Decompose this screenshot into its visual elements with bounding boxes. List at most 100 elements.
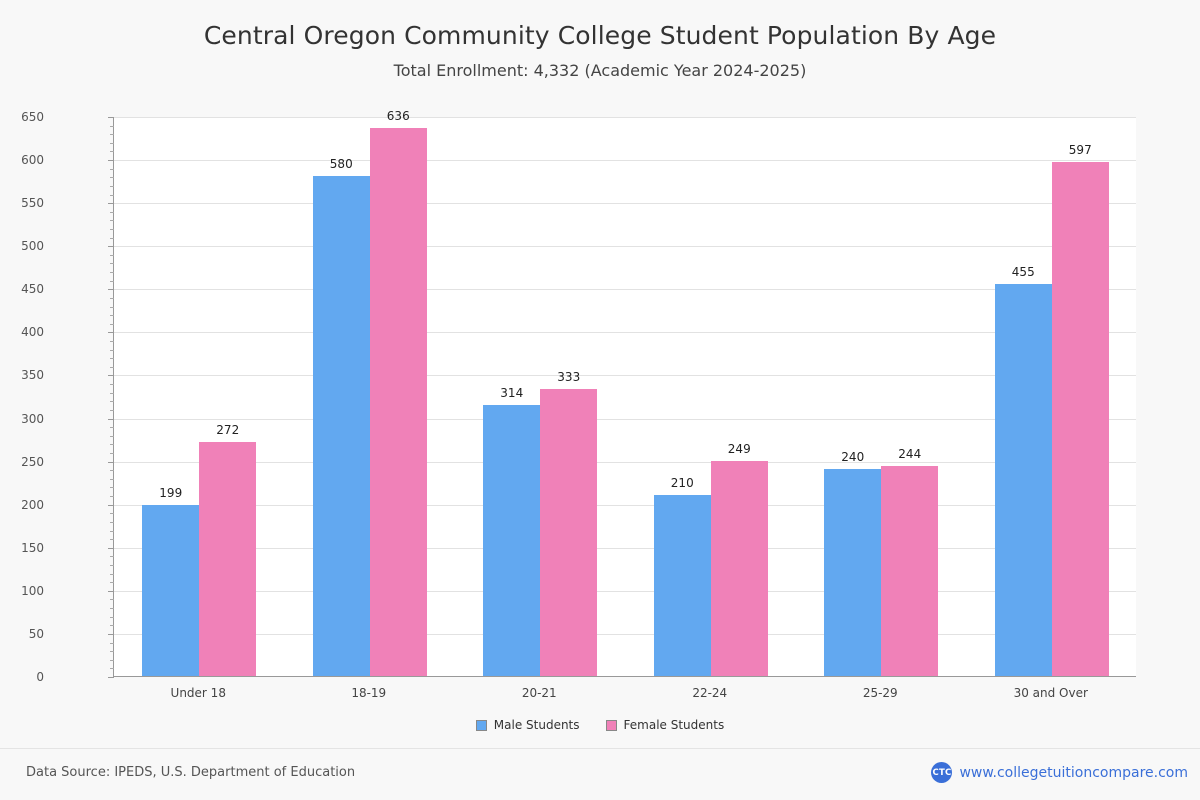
y-axis-minor-tick	[110, 323, 114, 325]
bar-female[interactable]: 597	[1051, 143, 1109, 676]
bar-value-label: 210	[670, 476, 694, 491]
x-axis-tick-label: 18-19	[351, 686, 387, 700]
bar-value-label: 333	[557, 370, 581, 385]
y-axis-minor-tick	[110, 254, 114, 256]
legend-label: Male Students	[493, 718, 580, 732]
y-axis-tick-mark	[108, 203, 114, 205]
y-axis-minor-tick	[110, 435, 114, 437]
data-source-text: Data Source: IPEDS, U.S. Department of E…	[26, 765, 356, 780]
legend-item-male[interactable]: Male Students	[475, 718, 580, 732]
gridline	[114, 246, 1136, 248]
bar-male[interactable]: 210	[653, 476, 711, 676]
bar-value-label: 580	[329, 157, 353, 172]
y-axis-minor-tick	[110, 306, 114, 308]
gridline	[114, 590, 1136, 592]
y-axis-tick-mark	[108, 547, 114, 549]
y-axis-minor-tick	[110, 513, 114, 515]
y-axis-minor-tick	[110, 599, 114, 601]
bars-layer: 199 272 580 636 314 333 210 249 240 244 455 597	[114, 109, 1136, 676]
bar-male[interactable]: 455	[994, 265, 1052, 676]
y-axis-minor-tick	[110, 530, 114, 532]
y-axis-minor-tick	[110, 659, 114, 661]
y-axis-tick-mark	[108, 246, 114, 248]
bar-female[interactable]: 333	[540, 370, 598, 676]
bar-value-label: 240	[841, 450, 865, 465]
y-axis-tick-label: 350	[21, 368, 44, 383]
bar-male[interactable]: 580	[312, 157, 370, 676]
y-axis-minor-tick	[110, 582, 114, 584]
y-axis-minor-tick	[110, 573, 114, 575]
y-axis-minor-tick	[110, 349, 114, 351]
bar-male[interactable]: 199	[142, 486, 200, 676]
y-axis-tick-mark	[108, 633, 114, 635]
y-axis-tick-label: 50	[28, 626, 44, 641]
bar-female[interactable]: 249	[710, 442, 768, 676]
gridline	[114, 375, 1136, 377]
legend-item-female[interactable]: Female Students	[605, 718, 725, 732]
y-axis-minor-tick	[110, 280, 114, 282]
y-axis-minor-tick	[110, 384, 114, 386]
plot-area: 0 50 100 150 200 250 300 350 400 450 500 550 600 650 …	[21, 109, 1136, 684]
y-axis-minor-tick	[110, 539, 114, 541]
y-axis-minor-tick	[110, 556, 114, 558]
bar-value-label: 244	[898, 446, 922, 461]
y-axis-tick-mark	[108, 332, 114, 334]
legend-label: Female Students	[623, 718, 725, 732]
y-axis-tick-mark	[108, 117, 114, 118]
y-axis-minor-tick	[110, 401, 114, 403]
chart-header: Central Oregon Community College Student…	[0, 0, 1200, 79]
y-axis-tick-label: 500	[21, 239, 44, 254]
y-axis-tick-mark	[108, 375, 114, 377]
y-axis-minor-tick	[110, 151, 114, 153]
y-axis-minor-tick	[110, 444, 114, 446]
y-axis-tick-label: 450	[21, 282, 44, 297]
bar-value-label: 272	[216, 422, 240, 437]
y-axis-tick-label: 550	[21, 196, 44, 211]
gridline	[114, 461, 1136, 463]
y-axis-minor-tick	[110, 177, 114, 179]
y-axis-minor-tick	[110, 616, 114, 618]
gridline	[114, 547, 1136, 549]
y-axis-minor-tick	[110, 315, 114, 317]
y-axis-minor-tick	[110, 478, 114, 480]
y-axis-minor-tick	[110, 409, 114, 411]
bar-value-label: 199	[159, 485, 183, 500]
gridline	[114, 203, 1136, 205]
y-axis-tick-mark	[108, 590, 114, 592]
y-axis-minor-tick	[110, 642, 114, 644]
y-axis-tick-mark	[108, 504, 114, 506]
footer-divider	[0, 748, 1200, 749]
x-axis-tick-label: 20-21	[521, 686, 557, 700]
x-axis-tick-label: 25-29	[862, 686, 898, 700]
gridline	[114, 117, 1136, 118]
y-axis-minor-tick	[110, 220, 114, 222]
brand-watermark[interactable]: CTC www.collegetuitioncompare.com	[931, 762, 1188, 783]
y-axis-tick-mark	[108, 418, 114, 420]
y-axis-minor-tick	[110, 565, 114, 566]
y-axis-tick-mark	[108, 289, 114, 291]
bar-value-label: 249	[727, 442, 751, 457]
y-axis-minor-tick	[110, 229, 114, 230]
y-axis-minor-tick	[110, 625, 114, 627]
y-axis-minor-tick	[110, 521, 114, 523]
y-axis-minor-tick	[110, 263, 114, 265]
brand-url-link[interactable]: www.collegetuitioncompare.com	[959, 764, 1188, 781]
y-axis-minor-tick	[110, 358, 114, 360]
y-axis-tick-label: 600	[21, 153, 44, 168]
y-axis-tick-mark	[108, 677, 114, 678]
bar-female[interactable]: 636	[369, 109, 427, 676]
bar-female[interactable]: 272	[199, 423, 257, 676]
gridline	[114, 160, 1136, 162]
y-axis-minor-tick	[110, 427, 114, 429]
y-axis-minor-tick	[110, 366, 114, 368]
gridline	[114, 289, 1136, 291]
bar-female[interactable]: 244	[881, 447, 939, 676]
y-axis-tick-label: 650	[21, 110, 44, 124]
y-axis-minor-tick	[110, 168, 114, 170]
y-axis-tick-label: 100	[21, 583, 44, 598]
bar-male[interactable]: 314	[483, 386, 541, 676]
gridline	[114, 633, 1136, 635]
bar-male[interactable]: 240	[824, 450, 882, 676]
bar-value-label: 636	[386, 109, 410, 124]
y-axis-minor-tick	[110, 142, 114, 144]
